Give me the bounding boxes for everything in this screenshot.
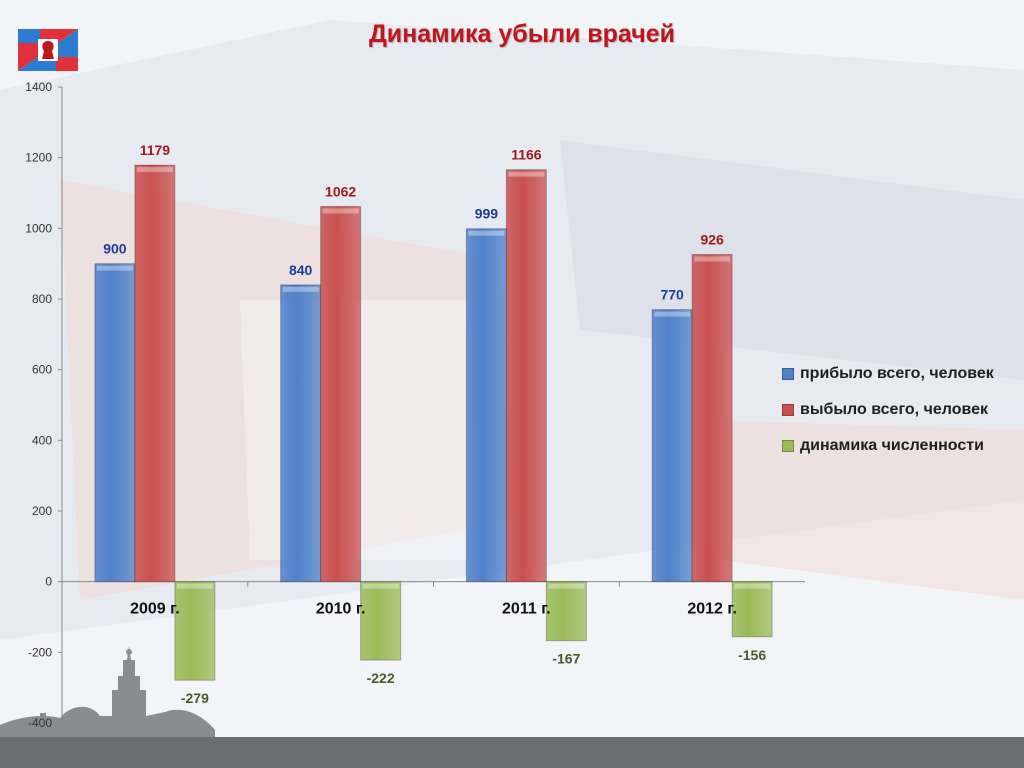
data-label: 926 <box>700 231 724 247</box>
bar <box>691 253 733 583</box>
data-label: -279 <box>181 690 209 706</box>
y-tick-label: 600 <box>32 363 52 377</box>
bar <box>651 309 693 583</box>
y-tick-label: -200 <box>28 645 52 659</box>
legend-item-arrived: прибыло всего, человек <box>782 362 994 386</box>
y-tick-label: 1200 <box>25 151 52 165</box>
bar-highlight <box>282 286 319 292</box>
legend-item-left: выбыло всего, человек <box>782 398 994 422</box>
y-tick-label: 1400 <box>25 80 52 94</box>
chart-data-labels: 2009 г. 900 1179 -279 2010 г. 840 1062 -222 2011… <box>103 142 766 706</box>
bar-highlight <box>322 208 359 214</box>
data-label: 900 <box>103 241 127 257</box>
bar <box>465 228 507 583</box>
x-tick-label: 2009 г. <box>130 601 180 618</box>
y-tick-label: 1000 <box>25 221 52 235</box>
footer-band <box>0 737 1024 768</box>
data-label: -222 <box>367 670 395 686</box>
bar <box>320 205 362 583</box>
data-label: 770 <box>660 287 684 303</box>
x-tick-label: 2012 г. <box>687 601 737 618</box>
bar-highlight <box>136 167 173 173</box>
data-label: 999 <box>475 206 499 222</box>
legend-label: прибыло всего, человек <box>800 365 994 382</box>
city-skyline-silhouette <box>0 646 215 737</box>
data-label: 1179 <box>140 142 171 158</box>
bar <box>94 263 136 583</box>
data-label: 840 <box>289 262 313 278</box>
y-tick-label: 800 <box>32 292 52 306</box>
bar-highlight <box>508 171 545 177</box>
data-label: -156 <box>738 647 766 663</box>
legend-swatch-red-icon <box>782 404 794 416</box>
chart-bars <box>94 164 773 681</box>
legend-item-dynamics: динамика численности <box>782 434 994 458</box>
bar-highlight <box>468 230 505 236</box>
flag-emblem-icon <box>18 29 78 71</box>
y-tick-label: 200 <box>32 504 52 518</box>
bar-highlight <box>548 583 585 589</box>
legend-label: выбыло всего, человек <box>800 401 989 418</box>
bar-highlight <box>362 583 399 589</box>
bar <box>731 581 773 638</box>
y-tick-label: -400 <box>28 716 52 730</box>
bar-highlight <box>96 265 133 271</box>
y-tick-label: 400 <box>32 433 52 447</box>
bar-highlight <box>654 311 691 317</box>
legend-swatch-blue-icon <box>782 368 794 380</box>
bar <box>134 164 176 583</box>
bar-highlight <box>176 583 213 589</box>
chart-legend: прибыло всего, человек выбыло всего, чел… <box>782 362 994 470</box>
bar <box>545 581 587 642</box>
y-tick-label: 0 <box>45 575 52 589</box>
bar <box>174 581 216 681</box>
legend-label: динамика численности <box>800 437 984 454</box>
bar-highlight <box>734 583 771 589</box>
bar <box>505 169 547 583</box>
data-label: 1062 <box>325 183 356 199</box>
x-tick-label: 2011 г. <box>502 601 551 618</box>
data-label: -167 <box>552 651 580 667</box>
x-tick-label: 2010 г. <box>316 601 366 618</box>
bar-highlight <box>694 256 731 262</box>
bar <box>280 284 322 583</box>
bar <box>360 581 402 661</box>
page-title: Динамика убыли врачей <box>368 20 675 48</box>
data-label: 1166 <box>511 147 542 163</box>
legend-swatch-green-icon <box>782 440 794 452</box>
